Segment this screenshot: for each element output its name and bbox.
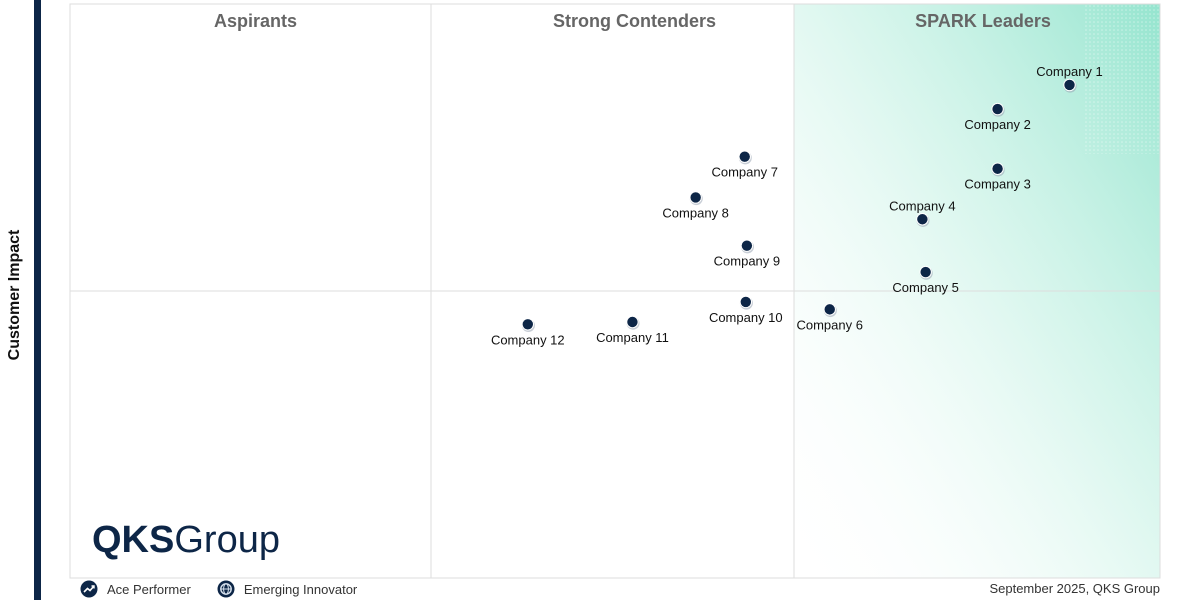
point-marker <box>992 163 1003 174</box>
y-axis-bar <box>34 0 41 600</box>
legend-label: Emerging Innovator <box>243 581 358 597</box>
quadrant-labels: Aspirants Strong Contenders SPARK Leaders <box>214 11 1051 31</box>
point-marker <box>1064 79 1075 91</box>
point-label: Company 6 <box>796 317 862 332</box>
data-point: Company 4 <box>889 198 956 227</box>
data-points: Company 1 Company 2 Company 3 Company 4 Comp… <box>491 64 1103 347</box>
point-marker <box>522 319 533 330</box>
quadrant-grid <box>69 3 1161 579</box>
point-label: Company 9 <box>714 254 780 269</box>
data-point: Company 6 <box>796 303 863 332</box>
legend-label: Ace Performer <box>107 581 191 597</box>
globe-icon <box>217 580 235 598</box>
point-marker <box>739 151 750 162</box>
data-point: Company 10 <box>709 295 783 325</box>
point-marker <box>917 214 928 225</box>
footer-date: September 2025, QKS Group <box>989 581 1160 596</box>
point-label: Company 12 <box>491 332 565 347</box>
point-label: Company 3 <box>964 177 1030 192</box>
point-label: Company 1 <box>1036 64 1102 79</box>
quadrant-label: Strong Contenders <box>553 11 716 31</box>
data-point: Company 5 <box>892 265 959 295</box>
point-label: Company 2 <box>964 117 1030 132</box>
data-point: Company 9 <box>714 239 780 269</box>
data-point: Company 12 <box>491 318 565 347</box>
quadrant-label: SPARK Leaders <box>915 11 1051 31</box>
point-marker <box>627 316 638 328</box>
data-point: Company 3 <box>964 162 1031 192</box>
data-point: Company 11 <box>596 315 669 345</box>
point-label: Company 10 <box>709 310 783 325</box>
point-marker <box>920 266 931 278</box>
qks-group-logo: QKSGroup <box>92 519 280 562</box>
data-point: Company 2 <box>964 102 1031 132</box>
point-label: Company 11 <box>596 330 669 345</box>
point-label: Company 8 <box>662 205 728 220</box>
point-marker <box>992 103 1003 115</box>
leader-zone-texture <box>1085 4 1160 154</box>
data-point: Company 1 <box>1036 64 1103 93</box>
point-label: Company 4 <box>889 198 955 213</box>
point-marker <box>824 304 835 315</box>
quadrant-label: Aspirants <box>214 11 297 31</box>
legend: Ace Performer Emerging Innovator <box>80 579 383 599</box>
point-marker <box>741 240 753 251</box>
trend-up-icon <box>80 580 98 598</box>
legend-item-emerging-innovator: Emerging Innovator <box>217 580 357 598</box>
logo-bold-text: QKS <box>92 519 175 561</box>
point-label: Company 5 <box>892 280 958 295</box>
point-label: Company 7 <box>711 165 777 180</box>
point-marker <box>740 296 751 308</box>
point-marker <box>690 192 701 203</box>
logo-light-text: Group <box>174 519 280 561</box>
data-point: Company 7 <box>711 150 778 180</box>
legend-item-ace-performer: Ace Performer <box>80 580 191 598</box>
data-point: Company 8 <box>662 191 729 220</box>
